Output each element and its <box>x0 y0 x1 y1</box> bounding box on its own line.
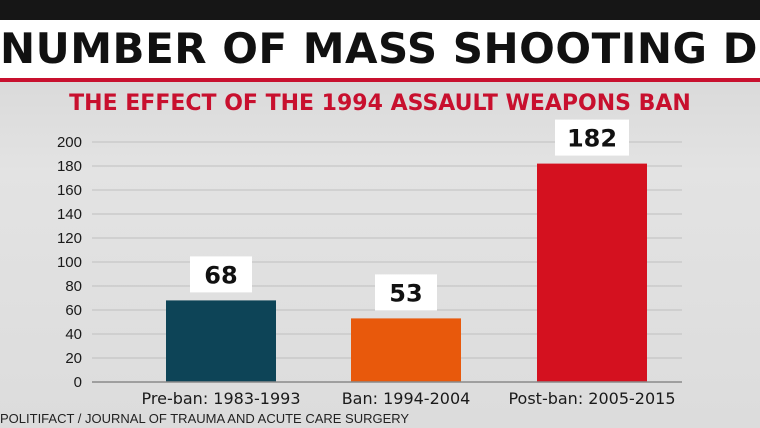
top-band <box>0 0 760 20</box>
chart-title: NUMBER OF MASS SHOOTING DEATH <box>0 24 760 73</box>
y-tick-label: 40 <box>65 326 82 343</box>
y-tick-label: 180 <box>57 158 82 175</box>
category-label: Pre-ban: 1983-1993 <box>142 389 301 408</box>
data-label: 53 <box>389 279 422 307</box>
y-tick-label: 100 <box>57 254 82 271</box>
data-label: 182 <box>567 125 617 153</box>
y-tick-label: 160 <box>57 182 82 199</box>
bar <box>351 318 461 382</box>
data-label-box <box>555 119 629 156</box>
y-tick-label: 200 <box>57 134 82 151</box>
y-tick-label: 140 <box>57 206 82 223</box>
bar <box>166 300 276 382</box>
y-tick-label: 120 <box>57 230 82 247</box>
source-credit: POLITIFACT / JOURNAL OF TRAUMA AND ACUTE… <box>0 411 410 426</box>
category-label: Post-ban: 2005-2015 <box>508 389 675 408</box>
y-tick-label: 60 <box>65 302 82 319</box>
y-tick-label: 0 <box>74 374 82 391</box>
title-bar: NUMBER OF MASS SHOOTING DEATH <box>0 20 760 82</box>
data-label: 68 <box>204 261 237 289</box>
chart-subtitle: THE EFFECT OF THE 1994 ASSAULT WEAPONS B… <box>69 91 691 116</box>
y-tick-label: 20 <box>65 350 82 367</box>
data-label-box <box>190 256 252 293</box>
data-label-box <box>375 274 437 311</box>
category-label: Ban: 1994-2004 <box>342 389 471 408</box>
bar <box>537 163 647 382</box>
y-tick-label: 80 <box>65 278 82 295</box>
